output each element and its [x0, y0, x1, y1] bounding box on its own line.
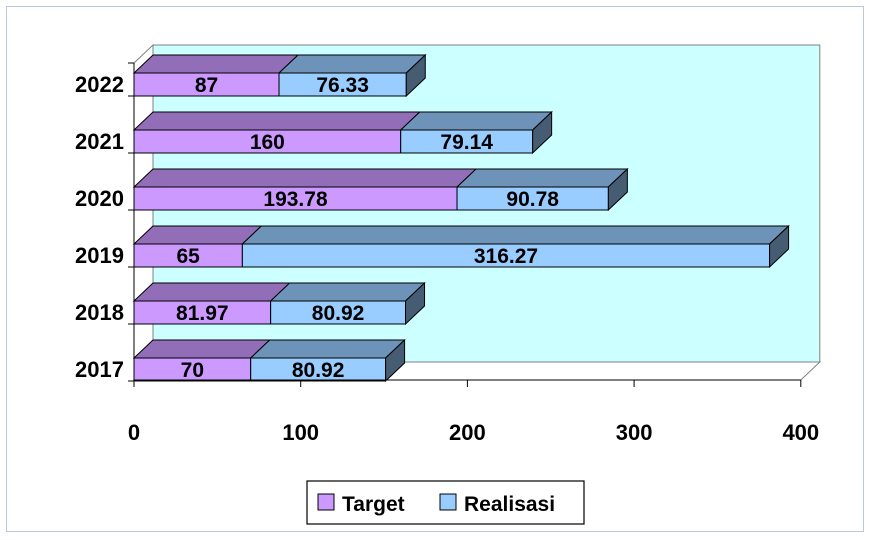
x-tick-label-200: 200 — [449, 420, 486, 445]
legend-swatch-target — [317, 493, 335, 511]
x-tick-label-400: 400 — [782, 420, 819, 445]
bar-side-realisasi-2019 — [769, 224, 790, 269]
value-label-target-2020: 193.78 — [263, 188, 328, 211]
value-label-realisasi-2020: 90.78 — [506, 188, 559, 211]
bar-top-target-2018 — [132, 282, 291, 302]
bar-top-realisasi-2020 — [455, 168, 629, 188]
value-label-target-2017: 70 — [181, 359, 204, 382]
bar-side-realisasi-2020 — [607, 167, 628, 212]
value-label-target-2021: 160 — [250, 131, 285, 154]
bar-top-target-2022 — [132, 54, 300, 74]
bar-top-target-2019 — [132, 225, 263, 245]
value-label-target-2018: 81.97 — [176, 302, 229, 325]
legend: Target Realisasi — [306, 480, 585, 525]
x-tick-label-0: 0 — [128, 420, 140, 445]
legend-swatch-realisasi — [439, 493, 457, 511]
category-label-2018: 2018 — [75, 300, 124, 325]
labels-layer: 70 80.92 2017 81.97 80.92 2018 65 316.27 2019 193… — [75, 72, 559, 382]
bar-top-target-2020 — [132, 168, 478, 188]
value-label-realisasi-2019: 316.27 — [474, 245, 538, 268]
bars-layer — [132, 53, 790, 383]
bar-top-realisasi-2019 — [241, 225, 790, 245]
axes-layer: 0 100 200 300 400 — [128, 62, 819, 445]
bar-side-realisasi-2021 — [532, 110, 553, 155]
bar-top-target-2017 — [132, 339, 271, 359]
x-tick-label-100: 100 — [282, 420, 319, 445]
legend-label-target: Target — [342, 493, 405, 516]
bar-top-realisasi-2017 — [249, 339, 406, 359]
value-label-realisasi-2022: 76.33 — [316, 74, 369, 97]
category-label-2017: 2017 — [75, 357, 124, 382]
category-label-2021: 2021 — [75, 129, 124, 154]
value-label-realisasi-2017: 80.92 — [292, 359, 345, 382]
bar-top-realisasi-2018 — [269, 282, 426, 302]
bar-top-realisasi-2022 — [277, 54, 427, 74]
value-label-target-2019: 65 — [176, 245, 200, 268]
value-label-realisasi-2018: 80.92 — [312, 302, 365, 325]
x-tick-label-300: 300 — [616, 420, 653, 445]
value-label-target-2022: 87 — [195, 74, 218, 97]
category-label-2019: 2019 — [75, 243, 124, 268]
bar-side-realisasi-2018 — [405, 281, 426, 326]
bar-side-realisasi-2017 — [385, 338, 406, 383]
bar-side-realisasi-2022 — [405, 53, 426, 98]
category-label-2020: 2020 — [75, 186, 124, 211]
category-label-2022: 2022 — [75, 72, 124, 97]
value-label-realisasi-2021: 79.14 — [440, 131, 493, 154]
bar-top-realisasi-2021 — [399, 111, 553, 131]
bar-top-target-2021 — [132, 111, 421, 131]
legend-label-realisasi: Realisasi — [464, 493, 555, 516]
